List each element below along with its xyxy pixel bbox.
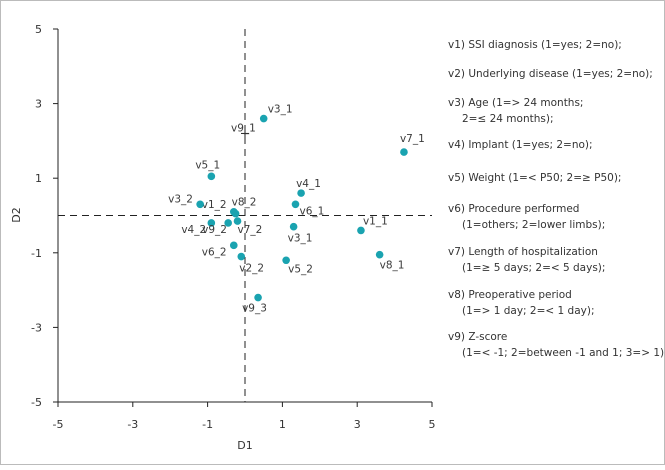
point-marker-v1_1: [357, 226, 365, 235]
point-label-v9_1: v9_1: [231, 122, 256, 134]
point-marker-v4_1: [297, 189, 305, 197]
point-marker-v5_1: [207, 172, 216, 181]
legend-entry-v6-detail: (1=others; 2=lower limbs);: [462, 219, 605, 231]
legend-entry-v8-detail: (1=> 1 day; 2=< 1 day);: [462, 305, 595, 317]
point-label-v7_2: v7_2: [238, 224, 263, 236]
point-marker-cross-v9_1: [241, 129, 249, 138]
point-marker-v3_2: [196, 200, 204, 209]
point-label-v3_2: v3_2: [168, 193, 193, 205]
point-label-v8_1: v8_1: [380, 260, 405, 272]
x-tick-label: -1: [202, 418, 213, 431]
point-marker-v5_2: [282, 256, 290, 265]
point-marker-v3_1: [289, 222, 298, 231]
point-label-v8_2: v8_2: [232, 197, 257, 209]
legend-entry-v7: v7) Length of hospitalization: [448, 246, 598, 258]
x-tick-label: 1: [279, 418, 286, 431]
point-marker-v4_2: [207, 219, 216, 227]
variable-legend: v1) SSI diagnosis (1=yes; 2=no); v2) Unde…: [448, 39, 665, 359]
point-label-v3_1: v3_1: [288, 233, 313, 245]
point-marker-v8_1: [375, 250, 384, 259]
legend-entry-v1: v1) SSI diagnosis (1=yes; 2=no);: [448, 39, 622, 51]
y-axis-title: D2: [10, 207, 23, 222]
x-tick-label: -3: [127, 418, 138, 431]
y-tick-label: -1: [31, 247, 42, 260]
point-label-v2_2: v2_2: [239, 263, 264, 275]
point-marker-v3_1: [259, 114, 268, 123]
point-label-v6_2: v6_2: [202, 246, 227, 258]
point-label-v4_2: v4_2: [181, 224, 206, 236]
point-label-v1_2: v1_2: [202, 199, 227, 211]
point-marker-v7_1: [400, 148, 408, 156]
y-tick-label: -3: [31, 321, 42, 334]
point-marker-v8_2: [231, 209, 240, 218]
legend-entry-v3-detail: 2=≤ 24 months);: [462, 113, 554, 125]
legend-entry-v5: v5) Weight (1=< P50; 2=≥ P50);: [448, 172, 621, 184]
y-tick-label: 1: [35, 172, 42, 185]
point-marker-v7_2: [233, 217, 242, 225]
point-marker-v9_2: [224, 219, 232, 227]
point-label-v3_1: v3_1: [268, 104, 293, 116]
point-label-v4_1: v4_1: [296, 178, 321, 190]
legend-entry-v9: v9) Z-score: [448, 331, 507, 343]
point-label-v9_3: v9_3: [242, 303, 267, 315]
legend-entry-v4: v4) Implant (1=yes; 2=no);: [448, 139, 593, 151]
point-label-v1_1: v1_1: [363, 215, 388, 227]
point-marker-v6_1: [291, 200, 300, 209]
point-marker-v9_3: [254, 293, 262, 302]
plot-area: -5 -3 -1 1 3 5 5 3 1 -1 -3 -5 v1_1 v1_2 v2_2 v3_1 v3_1 v3…: [31, 23, 435, 431]
point-marker-v2_2: [237, 252, 246, 261]
y-tick-label: 5: [35, 23, 42, 36]
legend-entry-v7-detail: (1=≥ 5 days; 2=< 5 days);: [462, 262, 605, 274]
point-label-v6_1: v6_1: [299, 205, 324, 217]
legend-entry-v2: v2) Underlying disease (1=yes; 2=no);: [448, 68, 653, 80]
point-label-v5_2: v5_2: [288, 263, 313, 275]
legend-entry-v3: v3) Age (1=> 24 months;: [448, 97, 583, 109]
legend-entry-v6: v6) Procedure performed: [448, 203, 579, 215]
x-tick-label: -5: [53, 418, 64, 431]
legend-entry-v9-detail: (1=< -1; 2=between -1 and 1; 3=> 1).: [462, 347, 665, 359]
y-tick-label: 3: [35, 98, 42, 111]
point-label-v7_1: v7_1: [400, 133, 425, 145]
y-tick-label: -5: [31, 396, 42, 409]
point-label-v5_1: v5_1: [195, 159, 220, 171]
x-axis-title: D1: [237, 439, 252, 452]
x-tick-label: 5: [429, 418, 436, 431]
x-tick-label: 3: [354, 418, 361, 431]
point-label-v9_2: v9_2: [202, 224, 227, 236]
point-marker-v6_2: [229, 241, 238, 250]
legend-entry-v8: v8) Preoperative period: [448, 289, 572, 301]
